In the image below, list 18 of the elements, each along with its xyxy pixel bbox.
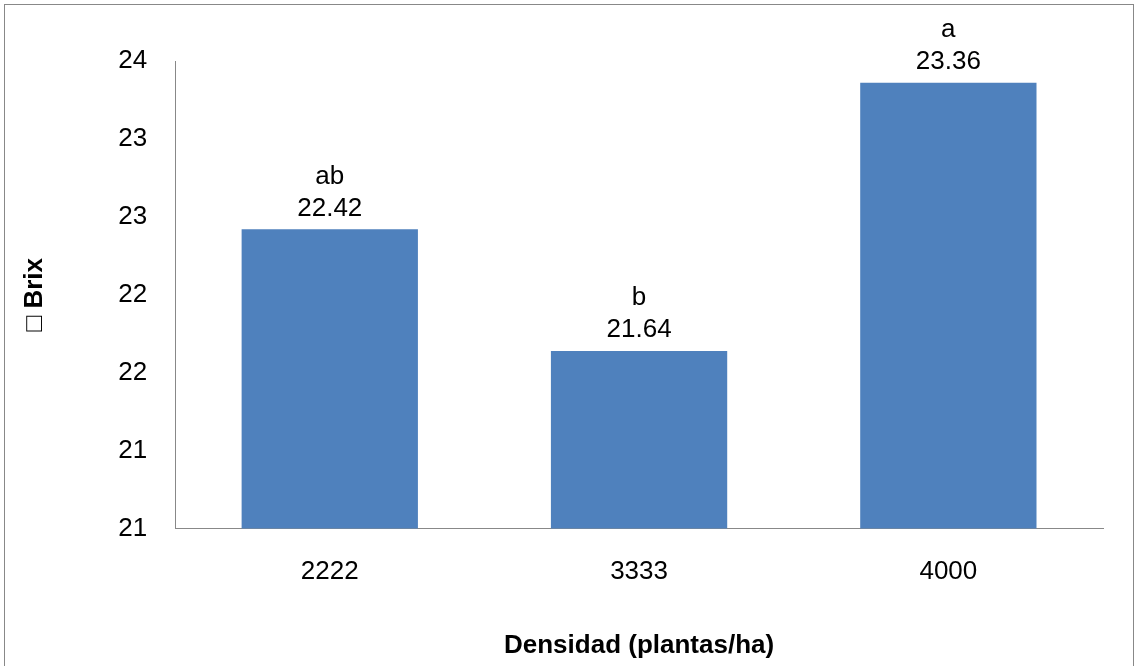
y-tick-label: 21 <box>118 511 148 542</box>
y-tick-label: 22 <box>118 277 148 308</box>
annotation: ab <box>315 159 345 190</box>
x-tick-label: 3333 <box>610 555 668 586</box>
x-axis-title: Densidad (plantas/ha) <box>503 628 775 659</box>
y-tick-label: 23 <box>118 122 148 153</box>
data-label: 21.64 <box>606 313 672 344</box>
x-tick-label: 4000 <box>919 555 978 586</box>
y-tick-label: 22 <box>118 355 148 386</box>
y-axis-title: □ Brix <box>17 257 48 332</box>
annotation: b <box>631 281 647 312</box>
annotation: a <box>941 12 957 43</box>
y-tick-label: 21 <box>118 433 148 464</box>
y-tick-label: 24 <box>118 44 148 75</box>
data-label: 22.42 <box>297 191 363 222</box>
y-tick-label: 23 <box>118 200 148 231</box>
x-tick-label: 2222 <box>300 555 359 586</box>
data-label: 23.36 <box>915 44 981 75</box>
